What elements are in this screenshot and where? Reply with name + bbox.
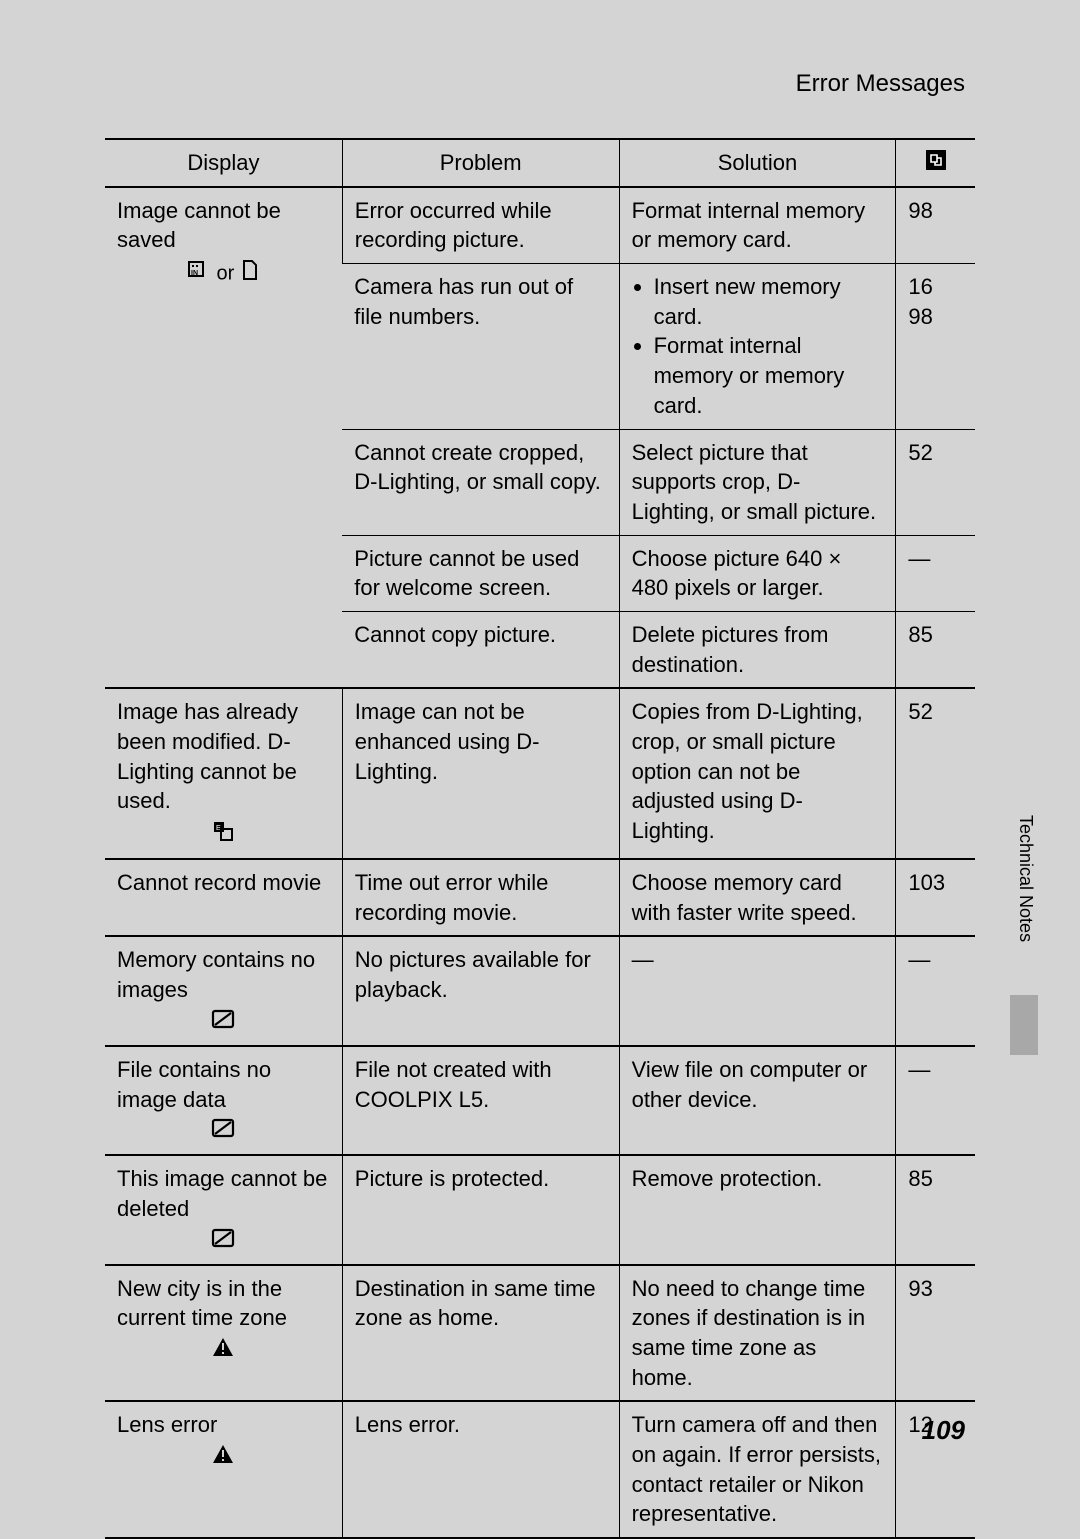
col-header-problem: Problem bbox=[342, 139, 619, 187]
cell-problem: Cannot copy picture. bbox=[342, 611, 619, 688]
cell-solution: Copies from D-Lighting, crop, or small p… bbox=[619, 688, 896, 859]
cell-page-ref: 98 bbox=[896, 187, 975, 264]
table-row: Memory contains no images No pictures ava… bbox=[105, 936, 975, 1045]
cell-problem: Picture is protected. bbox=[342, 1155, 619, 1264]
display-text: Cannot record movie bbox=[117, 870, 321, 895]
cell-display: Memory contains no images bbox=[105, 936, 342, 1045]
display-text: This image cannot be deleted bbox=[117, 1166, 327, 1221]
cell-display: File contains no image data bbox=[105, 1046, 342, 1155]
table-row: Image has already been modified. D-Light… bbox=[105, 688, 975, 859]
sd-card-icon bbox=[240, 259, 260, 289]
cell-problem: Error occurred while recording picture. bbox=[342, 187, 619, 264]
page-container: Error Messages Display Problem Solution … bbox=[0, 0, 1080, 1486]
cell-page-ref: 52 bbox=[896, 688, 975, 859]
table-body: Image cannot be saved IN or Error occurre… bbox=[105, 187, 975, 1538]
or-text: or bbox=[216, 262, 234, 284]
cell-problem: Time out error while recording movie. bbox=[342, 859, 619, 936]
table-row: New city is in the current time zone Dest… bbox=[105, 1265, 975, 1402]
cell-display: This image cannot be deleted bbox=[105, 1155, 342, 1264]
table-row: File contains no image data File not crea… bbox=[105, 1046, 975, 1155]
solution-list: Insert new memory card.Format internal m… bbox=[632, 272, 884, 420]
cell-solution: Select picture that supports crop, D-Lig… bbox=[619, 429, 896, 535]
display-text: Memory contains no images bbox=[117, 947, 315, 1002]
svg-text:IN: IN bbox=[191, 270, 198, 277]
display-text: New city is in the current time zone bbox=[117, 1276, 287, 1331]
display-text: File contains no image data bbox=[117, 1057, 271, 1112]
display-text: Image cannot be saved bbox=[117, 198, 281, 253]
table-header-row: Display Problem Solution bbox=[105, 139, 975, 187]
display-icons: E bbox=[117, 820, 330, 850]
cell-page-ref: — bbox=[896, 936, 975, 1045]
solution-list-item: Insert new memory card. bbox=[654, 272, 884, 331]
cell-problem: Camera has run out of file numbers. bbox=[342, 264, 619, 429]
cell-solution: View file on computer or other device. bbox=[619, 1046, 896, 1155]
warning-icon bbox=[212, 1444, 234, 1472]
display-icons: IN or bbox=[117, 259, 330, 289]
table-row: Image cannot be savedIN or Error occurre… bbox=[105, 187, 975, 264]
cell-page-ref: 85 bbox=[896, 1155, 975, 1264]
table-row: Lens error Lens error.Turn camera off and… bbox=[105, 1401, 975, 1538]
cell-solution: Choose picture 640 × 480 pixels or large… bbox=[619, 535, 896, 611]
cell-display: Lens error bbox=[105, 1401, 342, 1538]
warning-icon bbox=[212, 1337, 234, 1365]
page-title: Error Messages bbox=[105, 70, 975, 98]
cell-solution: Delete pictures from destination. bbox=[619, 611, 896, 688]
cell-solution: Turn camera off and then on again. If er… bbox=[619, 1401, 896, 1538]
sidebar-section-label: Technical Notes bbox=[1015, 815, 1036, 942]
solution-list-item: Format internal memory or memory card. bbox=[654, 331, 884, 420]
col-header-solution: Solution bbox=[619, 139, 896, 187]
sidebar-thumb-marker bbox=[1010, 995, 1038, 1055]
table-row: Cannot record movie Time out error while … bbox=[105, 859, 975, 936]
cell-display: Cannot record movie bbox=[105, 859, 342, 936]
no-image-icon bbox=[211, 1009, 235, 1037]
display-icons bbox=[117, 1337, 330, 1365]
d-lighting-icon: E bbox=[212, 820, 234, 850]
display-icons bbox=[117, 1228, 330, 1256]
cell-page-ref: 85 bbox=[896, 611, 975, 688]
cell-problem: Picture cannot be used for welcome scree… bbox=[342, 535, 619, 611]
cell-problem: Destination in same time zone as home. bbox=[342, 1265, 619, 1402]
display-text: Image has already been modified. D-Light… bbox=[117, 699, 298, 813]
cell-display: New city is in the current time zone bbox=[105, 1265, 342, 1402]
no-image-icon bbox=[211, 1228, 235, 1256]
display-icons bbox=[117, 1118, 330, 1146]
page-ref-icon bbox=[925, 149, 947, 171]
cell-problem: No pictures available for playback. bbox=[342, 936, 619, 1045]
cell-display: Image has already been modified. D-Light… bbox=[105, 688, 342, 859]
internal-memory-icon: IN bbox=[187, 260, 211, 288]
cell-page-ref: 93 bbox=[896, 1265, 975, 1402]
cell-problem: Cannot create cropped, D-Lighting, or sm… bbox=[342, 429, 619, 535]
cell-solution: — bbox=[619, 936, 896, 1045]
col-header-display: Display bbox=[105, 139, 342, 187]
cell-page-ref: — bbox=[896, 535, 975, 611]
cell-page-ref: 52 bbox=[896, 429, 975, 535]
cell-solution: No need to change time zones if destinat… bbox=[619, 1265, 896, 1402]
cell-problem: Lens error. bbox=[342, 1401, 619, 1538]
cell-problem: File not created with COOLPIX L5. bbox=[342, 1046, 619, 1155]
cell-page-ref: — bbox=[896, 1046, 975, 1155]
cell-problem: Image can not be enhanced using D-Lighti… bbox=[342, 688, 619, 859]
cell-solution: Choose memory card with faster write spe… bbox=[619, 859, 896, 936]
cell-display: Image cannot be saved IN or bbox=[105, 187, 342, 689]
error-messages-table: Display Problem Solution Image cannot be… bbox=[105, 138, 975, 1539]
cell-page-ref: 16 98 bbox=[896, 264, 975, 429]
cell-solution: Remove protection. bbox=[619, 1155, 896, 1264]
display-text: Lens error bbox=[117, 1412, 217, 1437]
table-row: This image cannot be deleted Picture is p… bbox=[105, 1155, 975, 1264]
page-number: 109 bbox=[922, 1415, 965, 1446]
cell-solution: Insert new memory card.Format internal m… bbox=[619, 264, 896, 429]
display-icons bbox=[117, 1444, 330, 1472]
col-header-pageref bbox=[896, 139, 975, 187]
cell-solution: Format internal memory or memory card. bbox=[619, 187, 896, 264]
display-icons bbox=[117, 1009, 330, 1037]
cell-page-ref: 103 bbox=[896, 859, 975, 936]
no-image-icon bbox=[211, 1118, 235, 1146]
